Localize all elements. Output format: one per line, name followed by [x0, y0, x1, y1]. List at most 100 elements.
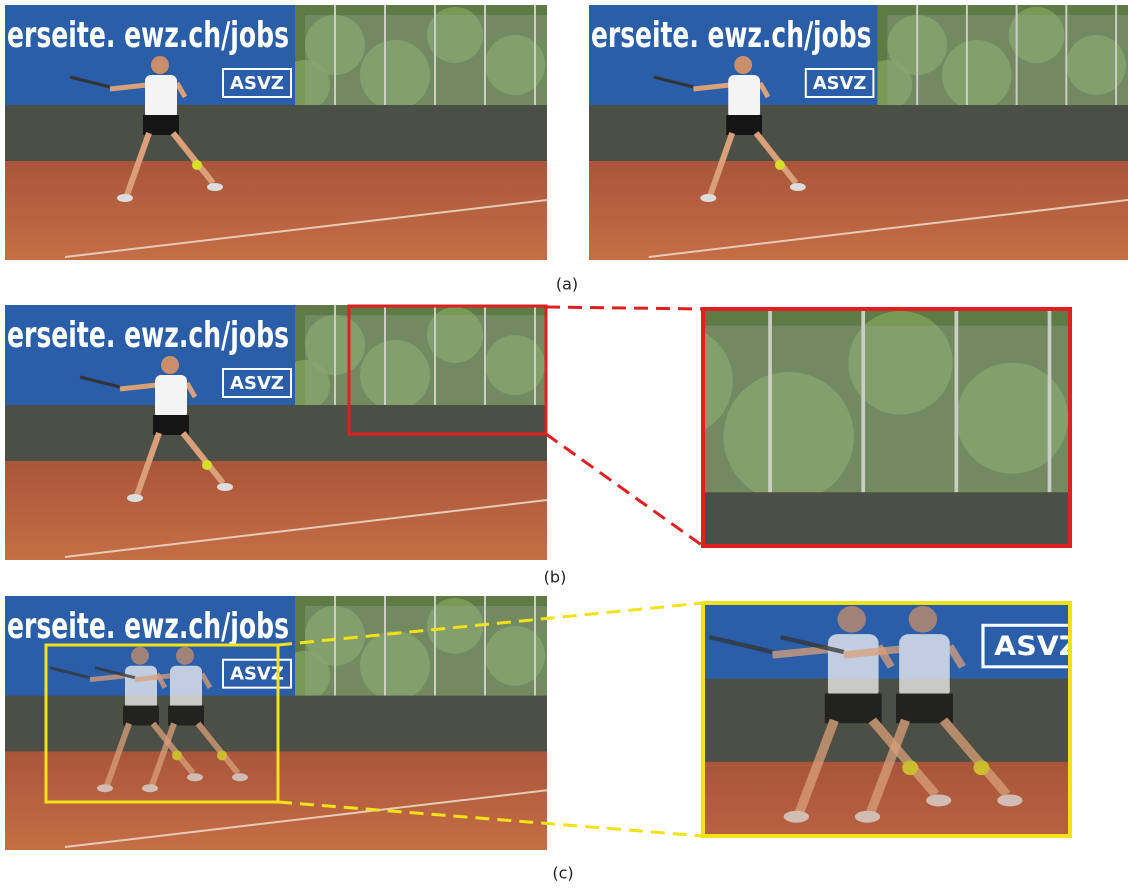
shorts [726, 115, 763, 135]
wall [703, 678, 1070, 765]
banner-text: erseite. ewz.ch/jobs [591, 15, 871, 56]
zoom-connector [277, 800, 704, 838]
shoe [187, 773, 203, 782]
foliage [848, 310, 953, 415]
image-content: erseite. ewz.ch/jobs ASVZ [589, 5, 1128, 260]
foliage [427, 7, 483, 63]
logo-text: ASVZ [230, 73, 284, 94]
arm [946, 644, 966, 669]
ball [202, 460, 212, 470]
shoe [997, 794, 1023, 807]
foliage [942, 40, 1012, 110]
leg [868, 717, 940, 798]
player [94, 646, 248, 793]
court [5, 461, 547, 560]
foliage [1066, 35, 1127, 95]
court-line [64, 789, 547, 849]
racket [779, 634, 845, 655]
image [703, 309, 1070, 546]
foliage [485, 335, 545, 395]
wall [5, 695, 547, 754]
player [69, 56, 223, 202]
ball [192, 160, 202, 170]
zoom-connector [277, 601, 704, 647]
ball [973, 760, 990, 776]
court-line [64, 499, 547, 558]
arm [772, 645, 832, 659]
logo-text: ASVZ [994, 630, 1079, 662]
zoom-connector [545, 432, 704, 548]
player [79, 356, 233, 502]
court [589, 161, 1128, 260]
shoe [142, 784, 158, 793]
images: erseite. ewz.ch/jobs ASVZ erseite. ewz.ch/… [5, 5, 1128, 850]
shorts [123, 705, 159, 726]
image-content: ASVZ [703, 603, 1079, 836]
shoe [783, 810, 809, 823]
foliage [723, 371, 854, 502]
court-line [64, 199, 547, 258]
image: erseite. ewz.ch/jobs ASVZ [5, 305, 547, 560]
foliage [703, 332, 733, 431]
logo-text: ASVZ [813, 73, 867, 94]
arm [174, 81, 188, 99]
shirt [728, 75, 761, 119]
image: erseite. ewz.ch/jobs ASVZ [589, 5, 1128, 260]
shorts [168, 705, 204, 726]
shoe [700, 194, 717, 202]
head [176, 646, 194, 665]
leg [149, 722, 177, 787]
logo-box [804, 68, 875, 98]
wall [589, 105, 1128, 163]
wall [5, 105, 547, 163]
racket [708, 634, 774, 655]
racket [94, 666, 136, 680]
fence [703, 325, 1070, 493]
arm [119, 382, 158, 392]
shirt [170, 665, 202, 710]
head [151, 56, 169, 74]
arm [134, 673, 173, 683]
logo-box [222, 68, 292, 98]
shirt [145, 75, 177, 119]
shirt [827, 634, 879, 700]
logo-box [222, 368, 292, 398]
shoe [926, 794, 952, 807]
shorts [824, 693, 882, 724]
arm [757, 81, 771, 99]
leg [866, 718, 910, 814]
foliage [427, 307, 483, 363]
leg [134, 431, 162, 497]
head [837, 605, 866, 633]
foliage [1008, 7, 1065, 63]
ball [774, 160, 785, 170]
foliage [956, 362, 1069, 474]
foliage [427, 597, 483, 654]
zoom-box [347, 304, 548, 436]
banner-text: erseite. ewz.ch/jobs [7, 606, 289, 647]
ball [217, 750, 227, 761]
player [653, 56, 806, 202]
arm [109, 82, 148, 92]
image: erseite. ewz.ch/jobs ASVZ [5, 596, 547, 850]
zoom-frame [701, 307, 1072, 548]
zoom-box [44, 643, 280, 804]
head [131, 646, 149, 665]
logo-box [981, 623, 1070, 669]
zoom-connector [545, 305, 704, 311]
foliage [360, 340, 430, 410]
court [5, 161, 547, 260]
image-content: erseite. ewz.ch/jobs ASVZ [5, 5, 547, 260]
shoe [127, 494, 143, 502]
racket [49, 666, 91, 680]
banner-text: erseite. ewz.ch/jobs [7, 15, 289, 56]
racket [69, 75, 111, 89]
leg [195, 721, 241, 776]
logo-text: ASVZ [230, 664, 284, 685]
foliage [485, 35, 545, 95]
racket [653, 75, 694, 89]
racket [79, 375, 121, 389]
shoe [97, 784, 113, 793]
panel-label: (a) [556, 275, 578, 294]
